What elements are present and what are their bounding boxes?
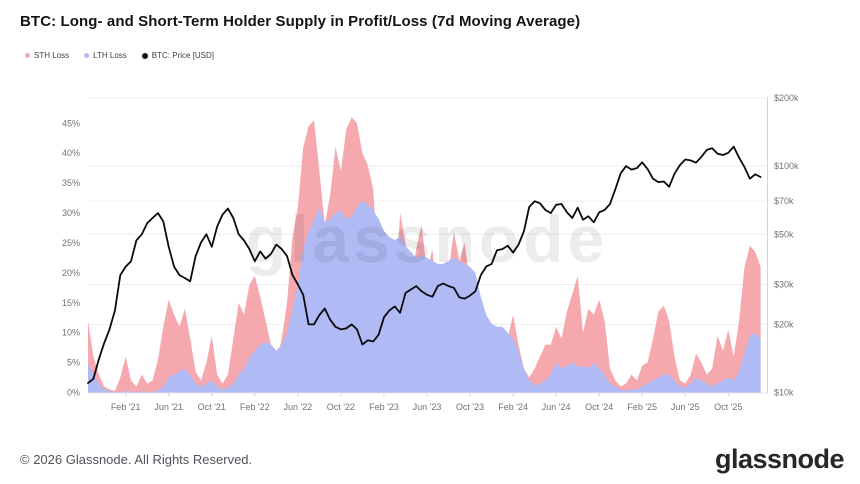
svg-text:Jun '23: Jun '23 <box>413 402 442 412</box>
svg-text:Feb '25: Feb '25 <box>627 402 657 412</box>
svg-text:$70k: $70k <box>774 196 794 206</box>
svg-text:25%: 25% <box>62 238 80 248</box>
svg-text:40%: 40% <box>62 148 80 158</box>
chart-legend: STH Loss LTH Loss BTC: Price [USD] <box>25 51 214 60</box>
sth-loss-swatch-icon <box>25 53 30 58</box>
svg-text:$20k: $20k <box>774 319 794 329</box>
glassnode-logo: glassnode <box>714 444 845 474</box>
right-axis-labels: $10k $20k $30k $50k $70k $100k $200k <box>774 93 799 398</box>
svg-text:10%: 10% <box>62 328 80 338</box>
btc-price-line <box>87 145 762 384</box>
legend-item-sth-loss[interactable]: STH Loss <box>25 51 69 60</box>
svg-text:Jun '21: Jun '21 <box>154 402 183 412</box>
sth-loss-area <box>88 117 761 393</box>
svg-text:Jun '24: Jun '24 <box>542 402 571 412</box>
svg-text:15%: 15% <box>62 298 80 308</box>
svg-text:Feb '23: Feb '23 <box>369 402 399 412</box>
svg-text:Oct '25: Oct '25 <box>714 402 742 412</box>
svg-text:$30k: $30k <box>774 280 794 290</box>
svg-text:0%: 0% <box>67 388 80 398</box>
svg-text:$50k: $50k <box>774 229 794 239</box>
svg-text:Feb '22: Feb '22 <box>240 402 270 412</box>
btc-price-swatch-icon <box>141 52 148 59</box>
svg-text:45%: 45% <box>62 118 80 128</box>
glassnode-watermark: glassnode <box>246 202 608 276</box>
lth-loss-area <box>88 201 761 393</box>
chart-title: BTC: Long- and Short-Term Holder Supply … <box>20 13 581 30</box>
left-axis-labels: 0% 5% 10% 15% 20% 25% 30% 35% 40% 45% <box>62 118 80 397</box>
legend-item-lth-loss[interactable]: LTH Loss <box>84 51 127 60</box>
svg-text:30%: 30% <box>62 208 80 218</box>
svg-text:Feb '21: Feb '21 <box>111 402 141 412</box>
svg-text:20%: 20% <box>62 268 80 278</box>
legend-item-btc-price[interactable]: BTC: Price [USD] <box>141 51 214 60</box>
svg-text:$100k: $100k <box>774 161 799 171</box>
svg-text:Oct '22: Oct '22 <box>327 402 355 412</box>
svg-text:Feb '24: Feb '24 <box>498 402 528 412</box>
svg-text:35%: 35% <box>62 178 80 188</box>
axes-frame <box>88 97 768 394</box>
svg-text:$10k: $10k <box>774 388 794 398</box>
svg-text:Jun '22: Jun '22 <box>284 402 313 412</box>
legend-label: LTH Loss <box>93 51 127 60</box>
legend-label: BTC: Price [USD] <box>151 51 214 60</box>
svg-text:Oct '23: Oct '23 <box>456 402 484 412</box>
copyright-text: © 2026 Glassnode. All Rights Reserved. <box>20 452 253 467</box>
x-axis-labels: Feb '21 Jun '21 Oct '21 Feb '22 Jun '22 Oct '… <box>111 393 742 412</box>
svg-text:Jun '25: Jun '25 <box>671 402 700 412</box>
lth-loss-swatch-icon <box>84 53 90 58</box>
svg-text:$200k: $200k <box>774 93 799 103</box>
legend-label: STH Loss <box>34 51 70 60</box>
svg-text:5%: 5% <box>67 358 80 368</box>
svg-text:Oct '21: Oct '21 <box>198 402 226 412</box>
svg-text:Oct '24: Oct '24 <box>585 402 613 412</box>
